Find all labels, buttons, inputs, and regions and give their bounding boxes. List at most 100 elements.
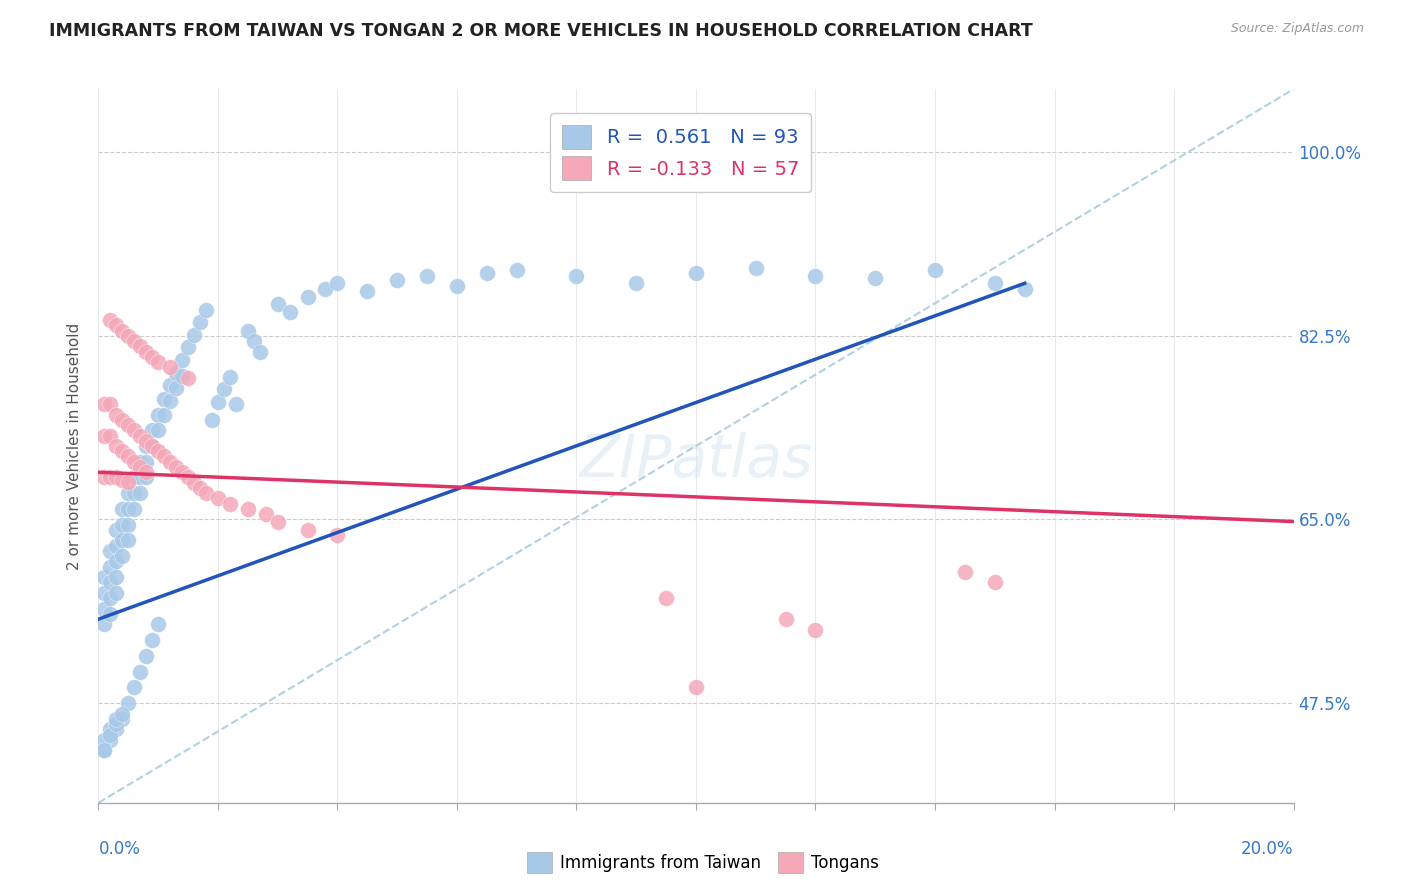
Point: [475, 266, 498, 280]
Text: 0.0%: 0.0%: [98, 839, 141, 857]
Point: [124, 681, 146, 695]
Point: [135, 434, 157, 448]
Point: [135, 344, 157, 359]
Point: [243, 334, 266, 348]
Point: [98, 607, 122, 621]
Point: [93, 743, 115, 757]
Point: [356, 284, 378, 298]
Point: [297, 290, 319, 304]
Point: [117, 533, 139, 548]
Text: 20.0%: 20.0%: [1241, 839, 1294, 857]
Point: [207, 395, 229, 409]
Point: [148, 617, 170, 632]
Point: [135, 439, 157, 453]
Text: ZIPatlas: ZIPatlas: [579, 432, 813, 489]
Point: [98, 591, 122, 606]
Point: [111, 324, 134, 338]
Point: [98, 575, 122, 590]
Point: [626, 277, 648, 291]
Point: [117, 328, 139, 343]
Point: [195, 486, 218, 500]
Point: [117, 502, 139, 516]
Point: [93, 586, 115, 600]
Point: [165, 366, 187, 380]
Point: [326, 528, 349, 542]
Point: [195, 302, 218, 317]
Point: [111, 502, 134, 516]
Point: [148, 423, 170, 437]
Point: [117, 696, 139, 710]
Point: [446, 279, 468, 293]
Point: [111, 549, 134, 564]
Text: IMMIGRANTS FROM TAIWAN VS TONGAN 2 OR MORE VEHICLES IN HOUSEHOLD CORRELATION CHA: IMMIGRANTS FROM TAIWAN VS TONGAN 2 OR MO…: [49, 22, 1033, 40]
Point: [236, 324, 259, 338]
Point: [98, 313, 122, 327]
Point: [105, 470, 128, 484]
Point: [685, 266, 707, 280]
Point: [188, 315, 211, 329]
Point: [804, 268, 827, 283]
Point: [124, 455, 146, 469]
Point: [105, 439, 128, 453]
Point: [745, 260, 768, 275]
Point: [153, 392, 176, 406]
Point: [775, 612, 797, 626]
Point: [111, 473, 134, 487]
Point: [105, 554, 128, 568]
Point: [135, 465, 157, 479]
Point: [141, 439, 163, 453]
Point: [129, 486, 152, 500]
Point: [141, 439, 163, 453]
Point: [565, 268, 588, 283]
Point: [117, 517, 139, 532]
Point: [165, 381, 187, 395]
Point: [506, 262, 529, 277]
Point: [111, 706, 134, 721]
Point: [685, 681, 707, 695]
Point: [177, 340, 200, 354]
Point: [124, 502, 146, 516]
Point: [183, 475, 205, 490]
Point: [924, 262, 946, 277]
Point: [655, 591, 678, 606]
Point: [129, 665, 152, 679]
Point: [416, 268, 439, 283]
Point: [105, 318, 128, 333]
Point: [129, 428, 152, 442]
Point: [124, 486, 146, 500]
Point: [177, 470, 200, 484]
Point: [177, 371, 200, 385]
Point: [148, 444, 170, 458]
Point: [105, 539, 128, 553]
Point: [98, 470, 122, 484]
Point: [124, 334, 146, 348]
Point: [297, 523, 319, 537]
Point: [267, 297, 290, 311]
Point: [183, 327, 205, 342]
Point: [93, 732, 115, 747]
Point: [93, 570, 115, 584]
Point: [98, 732, 122, 747]
Point: [135, 470, 157, 484]
Point: [93, 617, 115, 632]
Legend: Immigrants from Taiwan, Tongans: Immigrants from Taiwan, Tongans: [520, 846, 886, 880]
Point: [129, 460, 152, 475]
Point: [93, 470, 115, 484]
Point: [93, 743, 115, 757]
Point: [267, 515, 290, 529]
Point: [153, 450, 176, 464]
Legend: R =  0.561   N = 93, R = -0.133   N = 57: R = 0.561 N = 93, R = -0.133 N = 57: [550, 113, 811, 192]
Point: [172, 353, 194, 368]
Point: [124, 423, 146, 437]
Text: Source: ZipAtlas.com: Source: ZipAtlas.com: [1230, 22, 1364, 36]
Point: [98, 723, 122, 737]
Point: [111, 712, 134, 726]
Point: [219, 369, 242, 384]
Point: [148, 408, 170, 422]
Point: [111, 444, 134, 458]
Point: [188, 481, 211, 495]
Point: [172, 368, 194, 383]
Point: [1014, 282, 1036, 296]
Point: [249, 344, 271, 359]
Point: [153, 408, 176, 422]
